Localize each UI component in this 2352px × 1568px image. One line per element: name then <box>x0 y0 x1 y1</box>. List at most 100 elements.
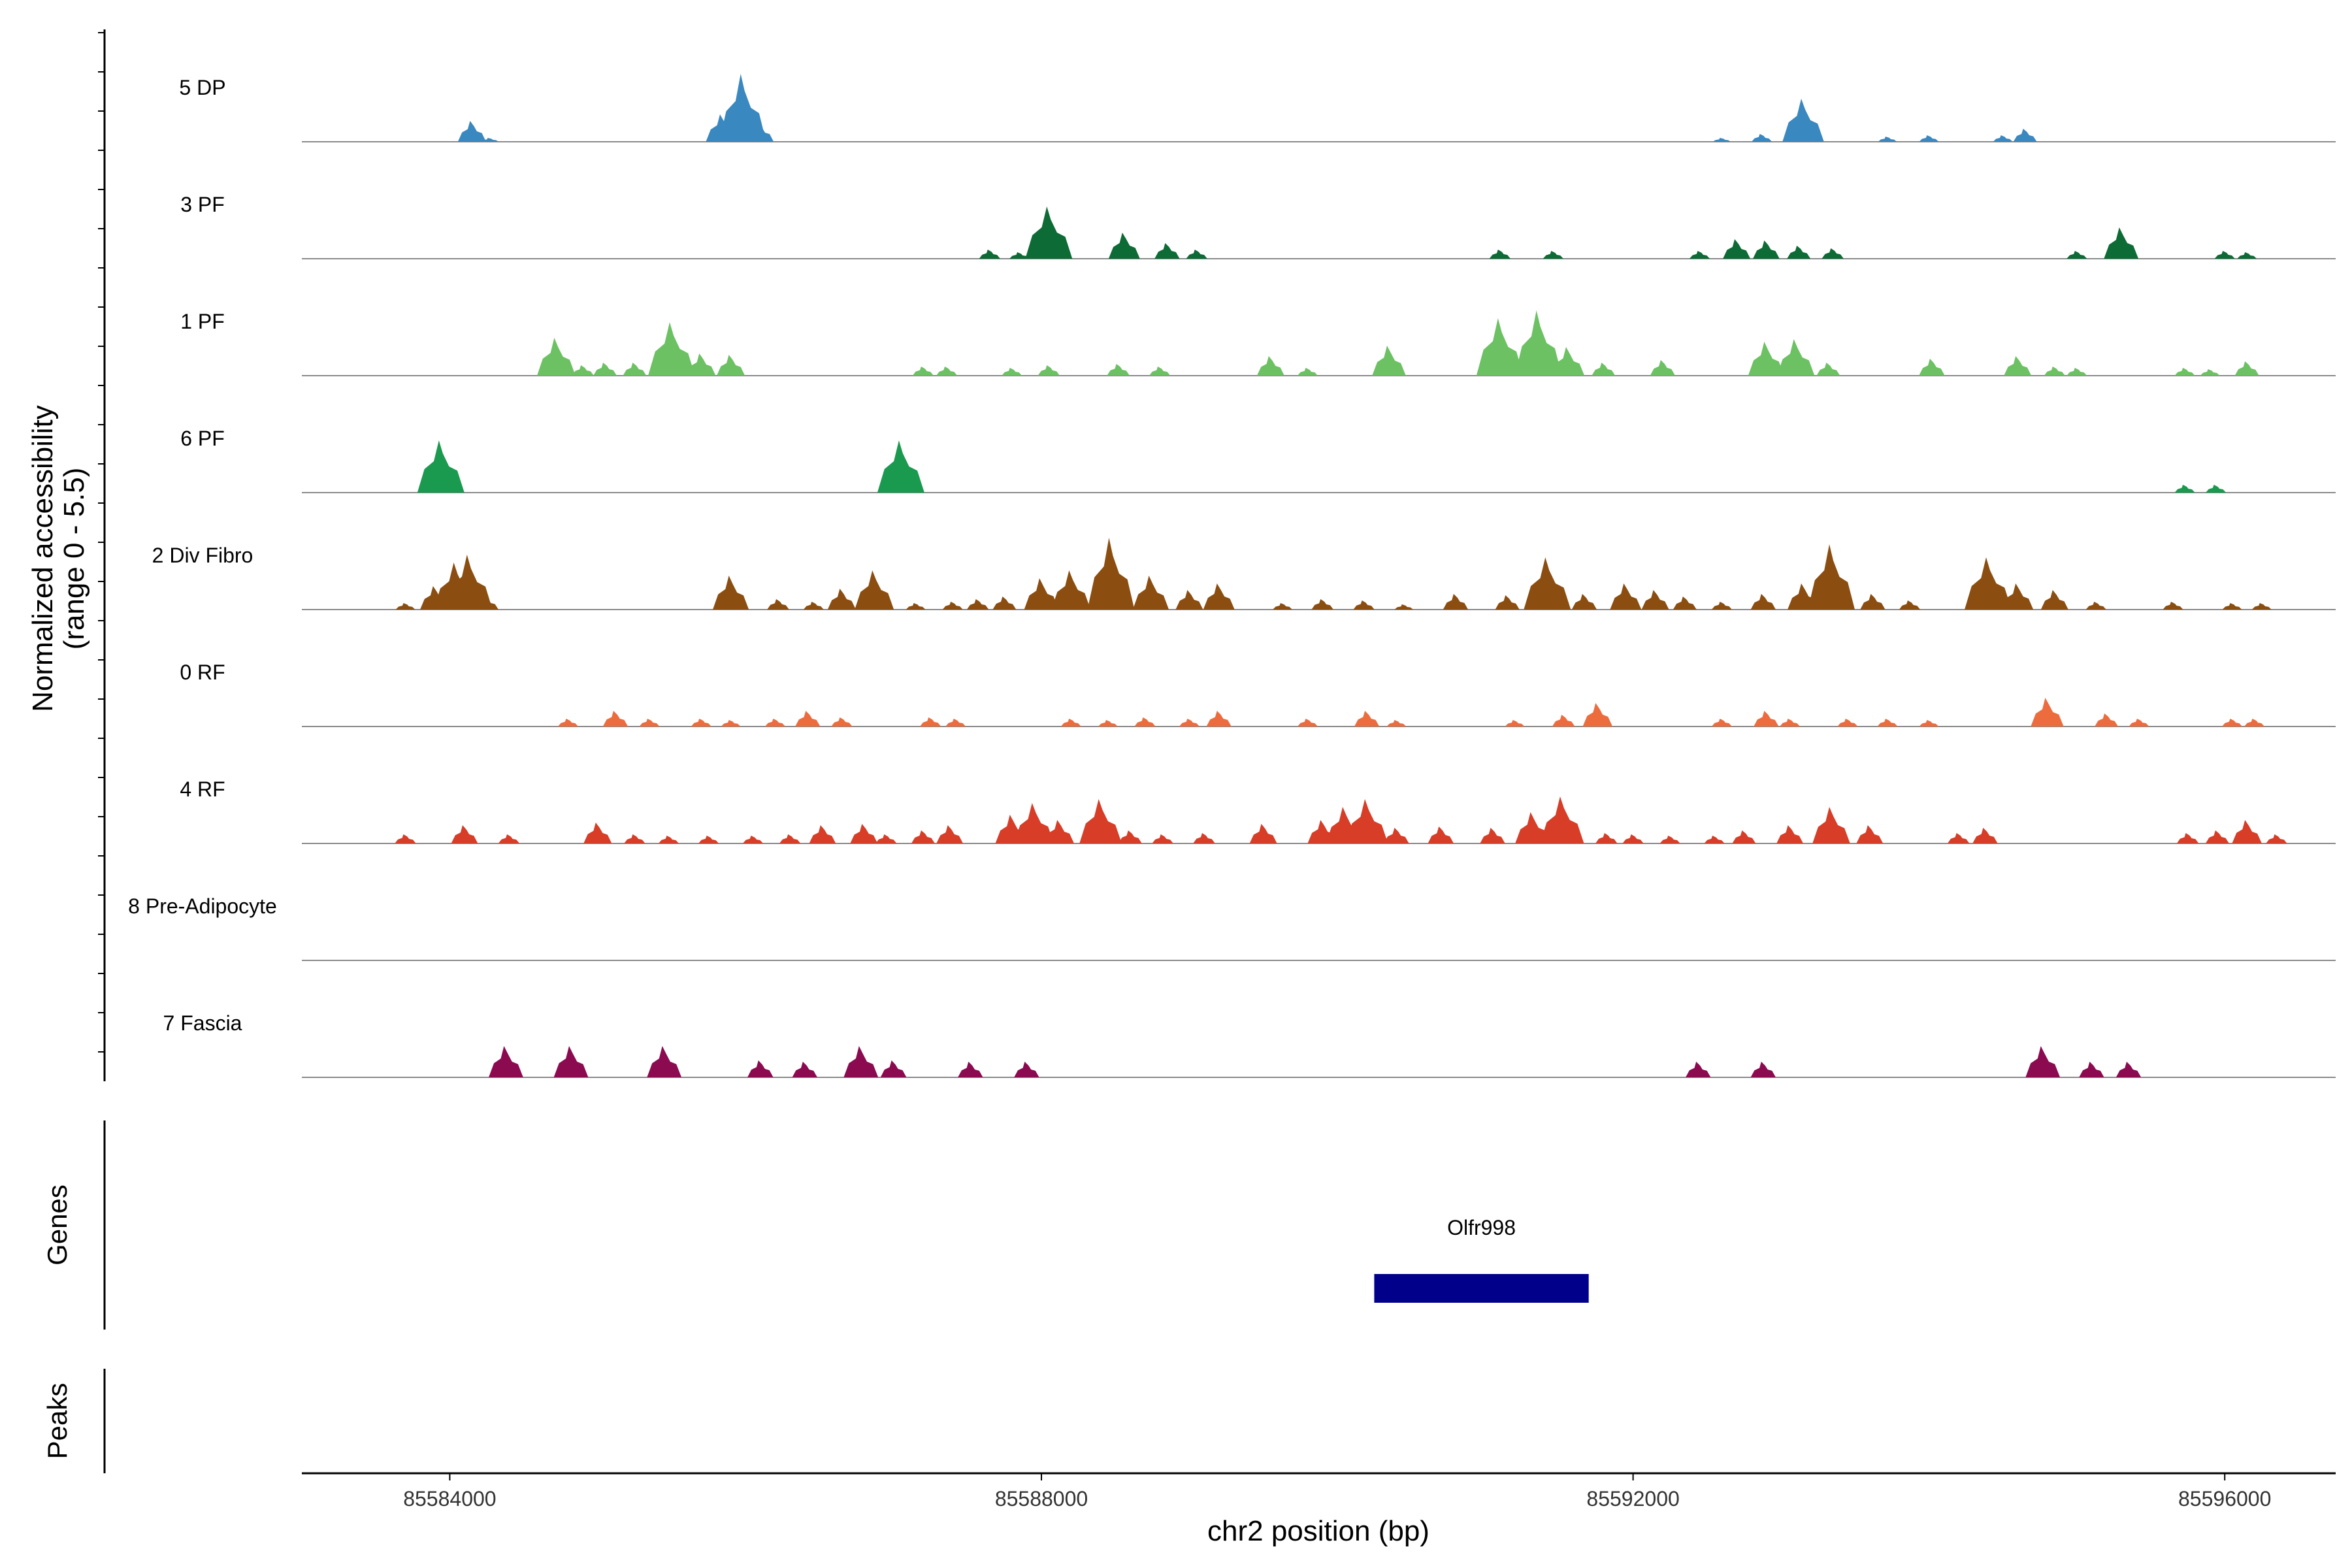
coverage-peak <box>1179 719 1200 727</box>
coverage-peak <box>1711 602 1732 610</box>
coverage-peak <box>1919 135 1939 142</box>
coverage-peak <box>911 830 935 843</box>
track-label: 2 Div Fibro <box>152 544 253 567</box>
coverage-peak <box>1354 711 1380 727</box>
coverage-peak <box>1087 538 1135 610</box>
coverage-peak <box>747 123 774 142</box>
coverage-peak <box>1877 719 1898 727</box>
coverage-peak <box>767 599 789 610</box>
coverage-peak <box>2176 833 2199 843</box>
coverage-peak <box>457 121 486 142</box>
coverage-peak <box>719 74 766 142</box>
coverage-peak <box>1186 250 1207 259</box>
coverage-peak <box>1582 703 1613 727</box>
coverage-peak <box>2025 1046 2061 1077</box>
coverage-peak <box>1098 720 1118 727</box>
coverage-peak <box>2205 830 2229 843</box>
coverage-peak <box>1540 796 1584 843</box>
coverage-peak <box>850 824 878 843</box>
x-tick-label: 85592000 <box>1586 1487 1679 1511</box>
track-label: 4 RF <box>180 777 225 801</box>
coverage-peak <box>1079 799 1122 843</box>
coverage-peak <box>1203 583 1235 610</box>
coverage-peak <box>1972 828 1998 843</box>
coverage-peak <box>2079 1062 2104 1077</box>
coverage-peak <box>721 720 741 727</box>
coverage-peak <box>2174 368 2195 376</box>
coverage-peak <box>1748 342 1784 376</box>
coverage-peak <box>1732 830 1756 843</box>
coverage-peak <box>2095 713 2119 727</box>
coverage-peak <box>1372 346 1406 376</box>
track-label: 1 PF <box>180 310 225 333</box>
coverage-peak <box>742 836 764 843</box>
coverage-peak <box>2129 719 2149 727</box>
coverage-peak <box>809 825 836 843</box>
coverage-peak <box>480 138 499 142</box>
track-1: 3 PF <box>180 193 2336 259</box>
coverage-peak <box>764 719 786 727</box>
coverage-peak <box>1780 719 1801 727</box>
coverage-peak <box>1689 251 1710 259</box>
coverage-peak <box>1821 248 1844 259</box>
track-label: 3 PF <box>180 193 225 216</box>
coverage-peak <box>1495 595 1520 610</box>
coverage-y-ticks <box>98 32 105 1053</box>
coverage-peak <box>1132 576 1169 610</box>
track-label: 8 Pre-Adipocyte <box>128 894 277 918</box>
coverage-peak <box>1476 318 1524 376</box>
coverage-peak <box>945 719 966 727</box>
coverage-peak <box>2040 590 2068 610</box>
coverage-peak <box>557 719 579 727</box>
coverage-peak <box>1919 720 1939 727</box>
coverage-peak <box>2004 356 2032 376</box>
coverage-peak <box>747 1060 774 1077</box>
coverage-peak <box>602 711 629 727</box>
coverage-peak <box>2174 485 2195 493</box>
coverage-peak <box>803 602 824 610</box>
coverage-peak <box>1175 590 1203 610</box>
coverage-peak <box>2115 1062 2142 1077</box>
coverage-peak <box>831 717 853 727</box>
coverage-peak <box>2066 251 2087 259</box>
coverage-peak <box>875 834 897 843</box>
coverage-peak <box>1673 596 1697 610</box>
coverage-peak <box>855 570 894 610</box>
coverage-peak <box>2234 361 2259 376</box>
coverage-peak <box>1149 367 1171 376</box>
coverage-peak <box>2244 719 2265 727</box>
coverage-peak <box>2214 251 2235 259</box>
coverage-peak <box>2232 820 2262 843</box>
coverage-peak <box>395 603 416 610</box>
coverage-peak <box>1776 339 1815 376</box>
coverage-peak <box>1108 233 1140 259</box>
coverage-peak <box>1571 594 1597 610</box>
coverage-peak <box>489 1046 523 1077</box>
coverage-peak <box>877 440 924 493</box>
coverage-peak <box>593 363 617 376</box>
coverage-peak <box>1650 360 1676 376</box>
y-axis-title-line2: (range 0 - 5.5) <box>58 468 90 650</box>
coverage-peak <box>691 719 711 727</box>
coverage-peak <box>451 825 478 843</box>
coverage-peak <box>979 250 1000 259</box>
x-tick-label: 85596000 <box>2178 1487 2271 1511</box>
track-8: 7 Fascia <box>163 1011 2336 1078</box>
coverage-peak <box>1505 720 1525 727</box>
coverage-peak <box>623 363 647 376</box>
gene-label: Olfr998 <box>1447 1216 1516 1239</box>
coverage-peak <box>445 555 493 610</box>
coverage-peak <box>553 1046 589 1077</box>
coverage-peak <box>1860 594 1886 610</box>
coverage-peak <box>1641 590 1669 610</box>
coverage-peak <box>827 589 856 610</box>
coverage-peak <box>1514 310 1562 376</box>
coverage-peak <box>1009 252 1029 259</box>
track-0: 5 DP <box>179 74 2336 142</box>
coverage-peak <box>1782 99 1824 142</box>
x-tick-label: 85588000 <box>995 1487 1088 1511</box>
coverage-peak <box>1610 583 1642 610</box>
coverage-peak <box>1256 356 1284 376</box>
coverage-peak <box>583 823 612 843</box>
